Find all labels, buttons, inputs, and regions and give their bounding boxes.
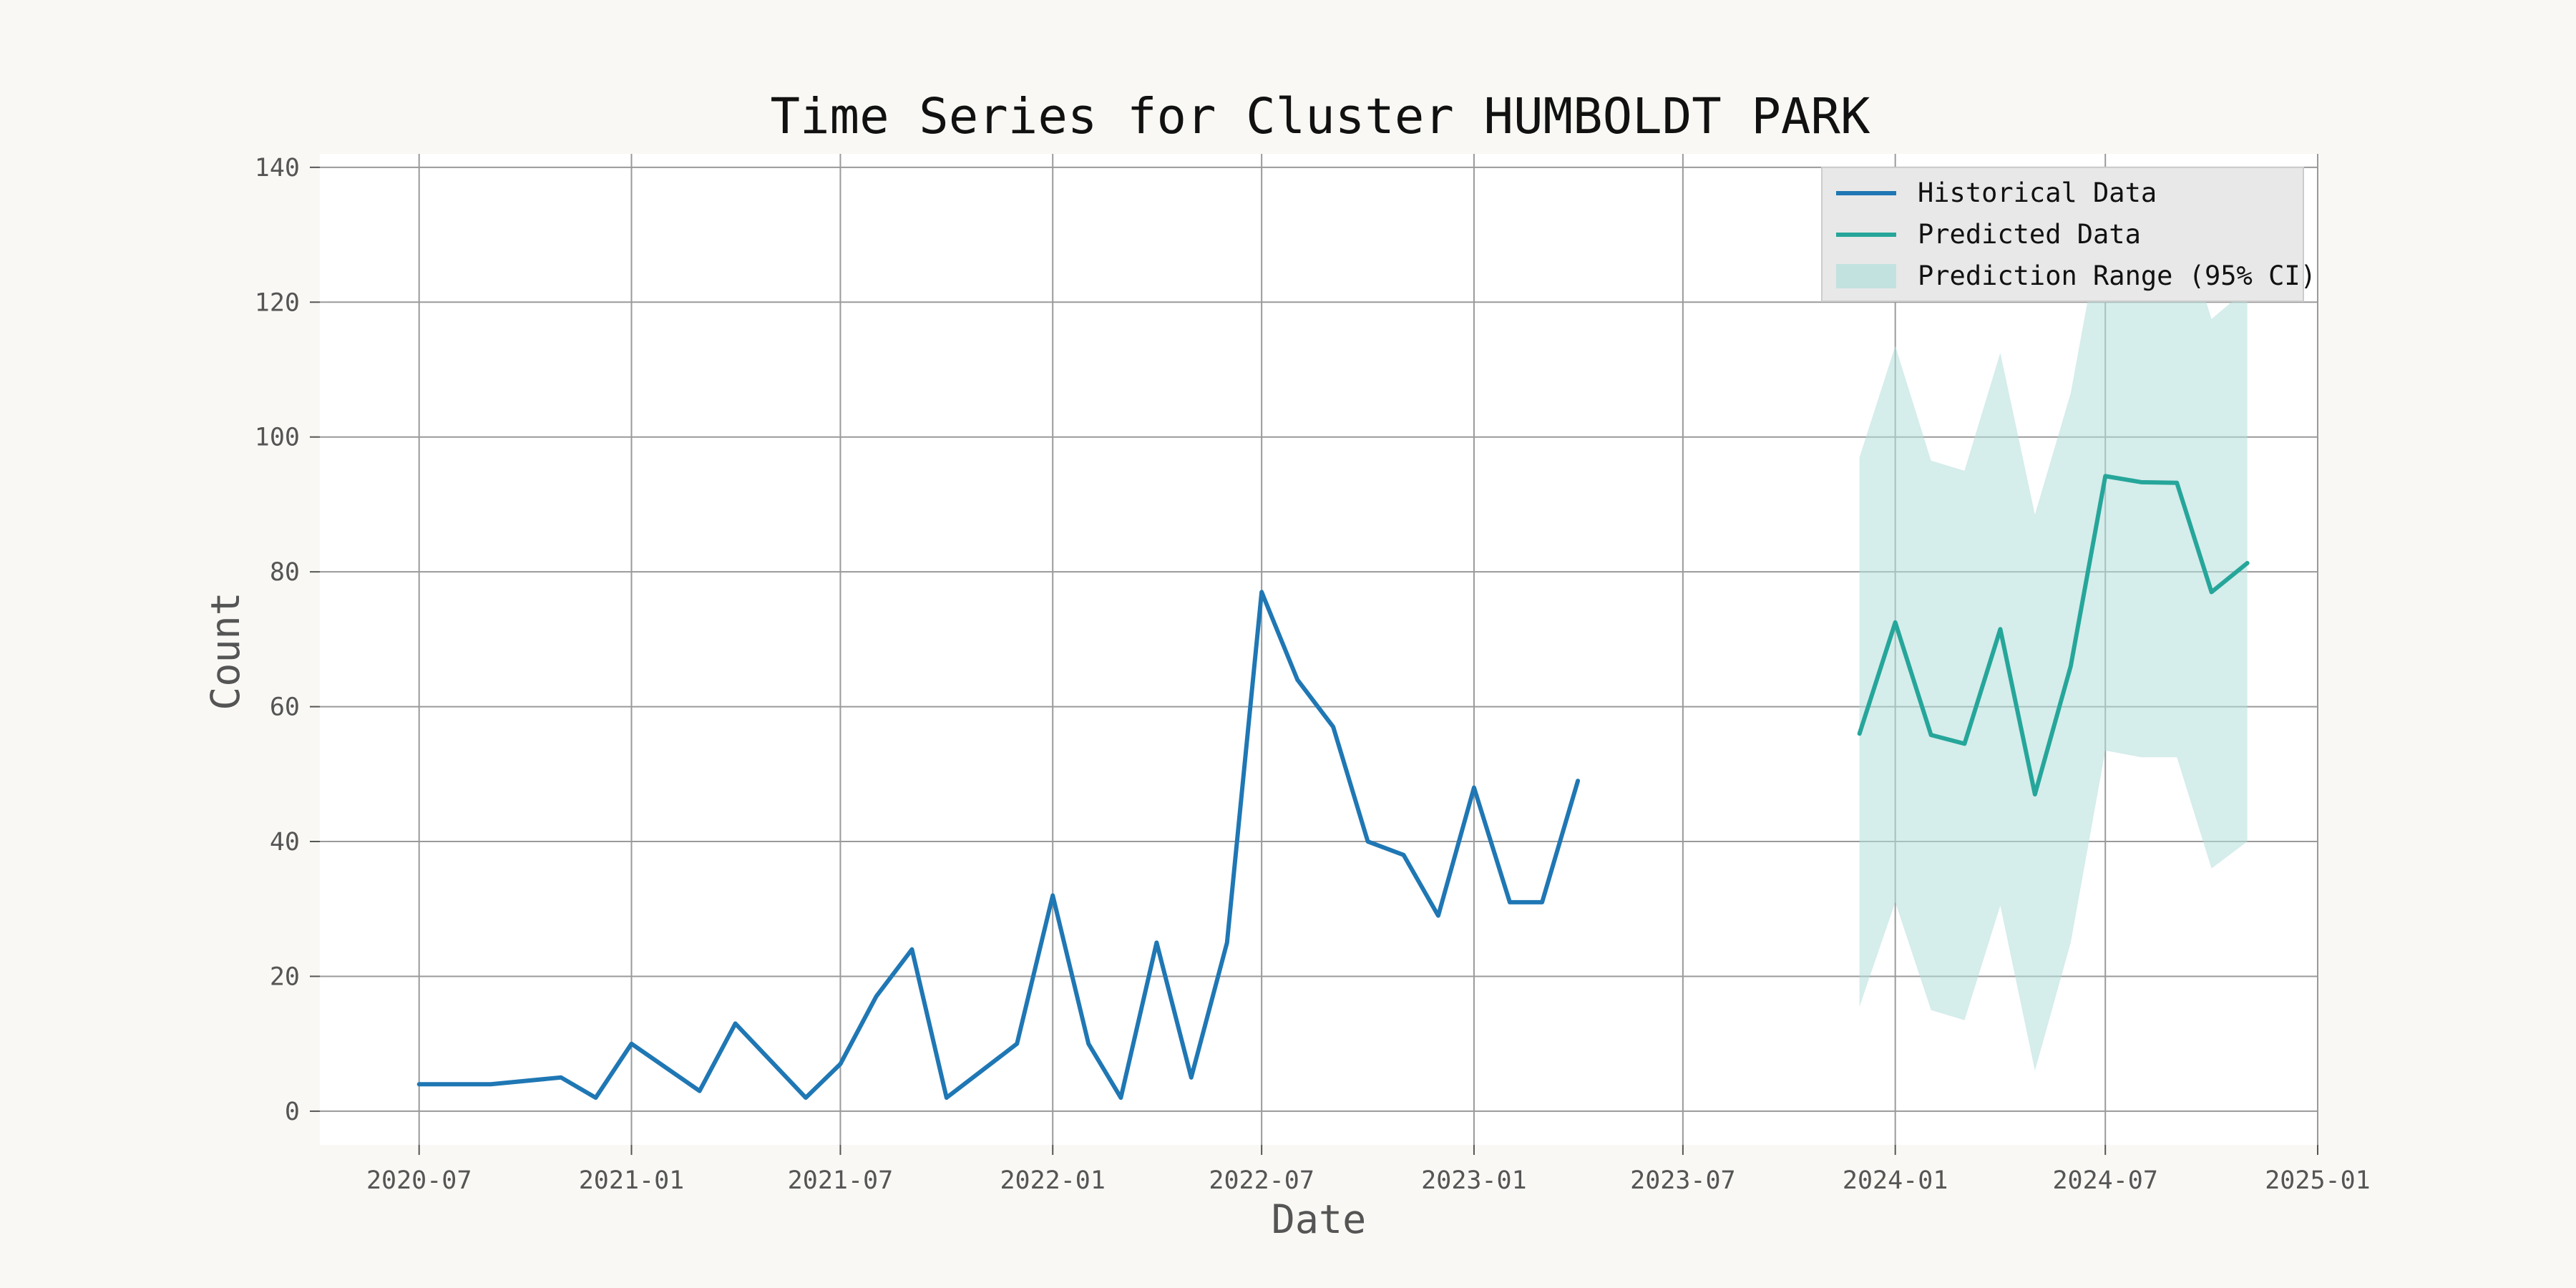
x-tick-label: 2023-07 bbox=[1630, 1166, 1736, 1195]
x-tick-label: 2022-07 bbox=[1209, 1166, 1314, 1195]
chart-title: Time Series for Cluster HUMBOLDT PARK bbox=[770, 88, 1870, 145]
y-tick-label: 40 bbox=[270, 828, 300, 857]
y-tick-labels: 0 20 40 60 80 100 120 140 bbox=[255, 154, 300, 1126]
y-tick-label: 20 bbox=[270, 962, 300, 991]
x-tick-label: 2021-07 bbox=[788, 1166, 894, 1195]
y-axis-label: Count bbox=[203, 592, 248, 711]
y-tick-label: 80 bbox=[270, 558, 300, 587]
series-layer bbox=[416, 474, 2250, 1101]
legend-label-historical-data: Historical Data bbox=[1918, 177, 2157, 208]
prediction-band-layer bbox=[1859, 204, 2248, 1071]
y-tick-label: 140 bbox=[255, 154, 300, 182]
x-tick-labels: 2020-07 2021-01 2021-07 2022-01 2022-07 2023-… bbox=[366, 1166, 2371, 1195]
x-tick-label: 2024-01 bbox=[1843, 1166, 1948, 1195]
x-tick-label: 2024-07 bbox=[2052, 1166, 2158, 1195]
legend-label-predicted-data: Predicted Data bbox=[1918, 219, 2141, 250]
legend-swatch-prediction-range-95-ci bbox=[1836, 264, 1896, 288]
x-tick-label: 2025-01 bbox=[2265, 1166, 2371, 1195]
axes bbox=[310, 166, 2318, 1155]
y-tick-label: 100 bbox=[255, 424, 300, 452]
y-tick-label: 0 bbox=[285, 1098, 300, 1126]
x-tick-label: 2021-01 bbox=[579, 1166, 685, 1195]
x-tick-label: 2022-01 bbox=[1000, 1166, 1106, 1195]
prediction-range-band bbox=[1859, 204, 2248, 1071]
legend-box bbox=[1821, 167, 2304, 302]
legend-label-prediction-range-95-ci: Prediction Range (95% CI) bbox=[1918, 260, 2316, 291]
x-tick-label: 2023-01 bbox=[1421, 1166, 1527, 1195]
legend: Historical Data Predicted Data Prediction … bbox=[1821, 167, 2316, 302]
y-tick-label: 120 bbox=[255, 288, 300, 317]
series-line-historical-data bbox=[416, 590, 1581, 1101]
series-line-predicted-data bbox=[1857, 474, 2250, 797]
x-tick-label: 2020-07 bbox=[366, 1166, 472, 1195]
x-axis-label: Date bbox=[1272, 1196, 1366, 1242]
y-tick-label: 60 bbox=[270, 693, 300, 722]
